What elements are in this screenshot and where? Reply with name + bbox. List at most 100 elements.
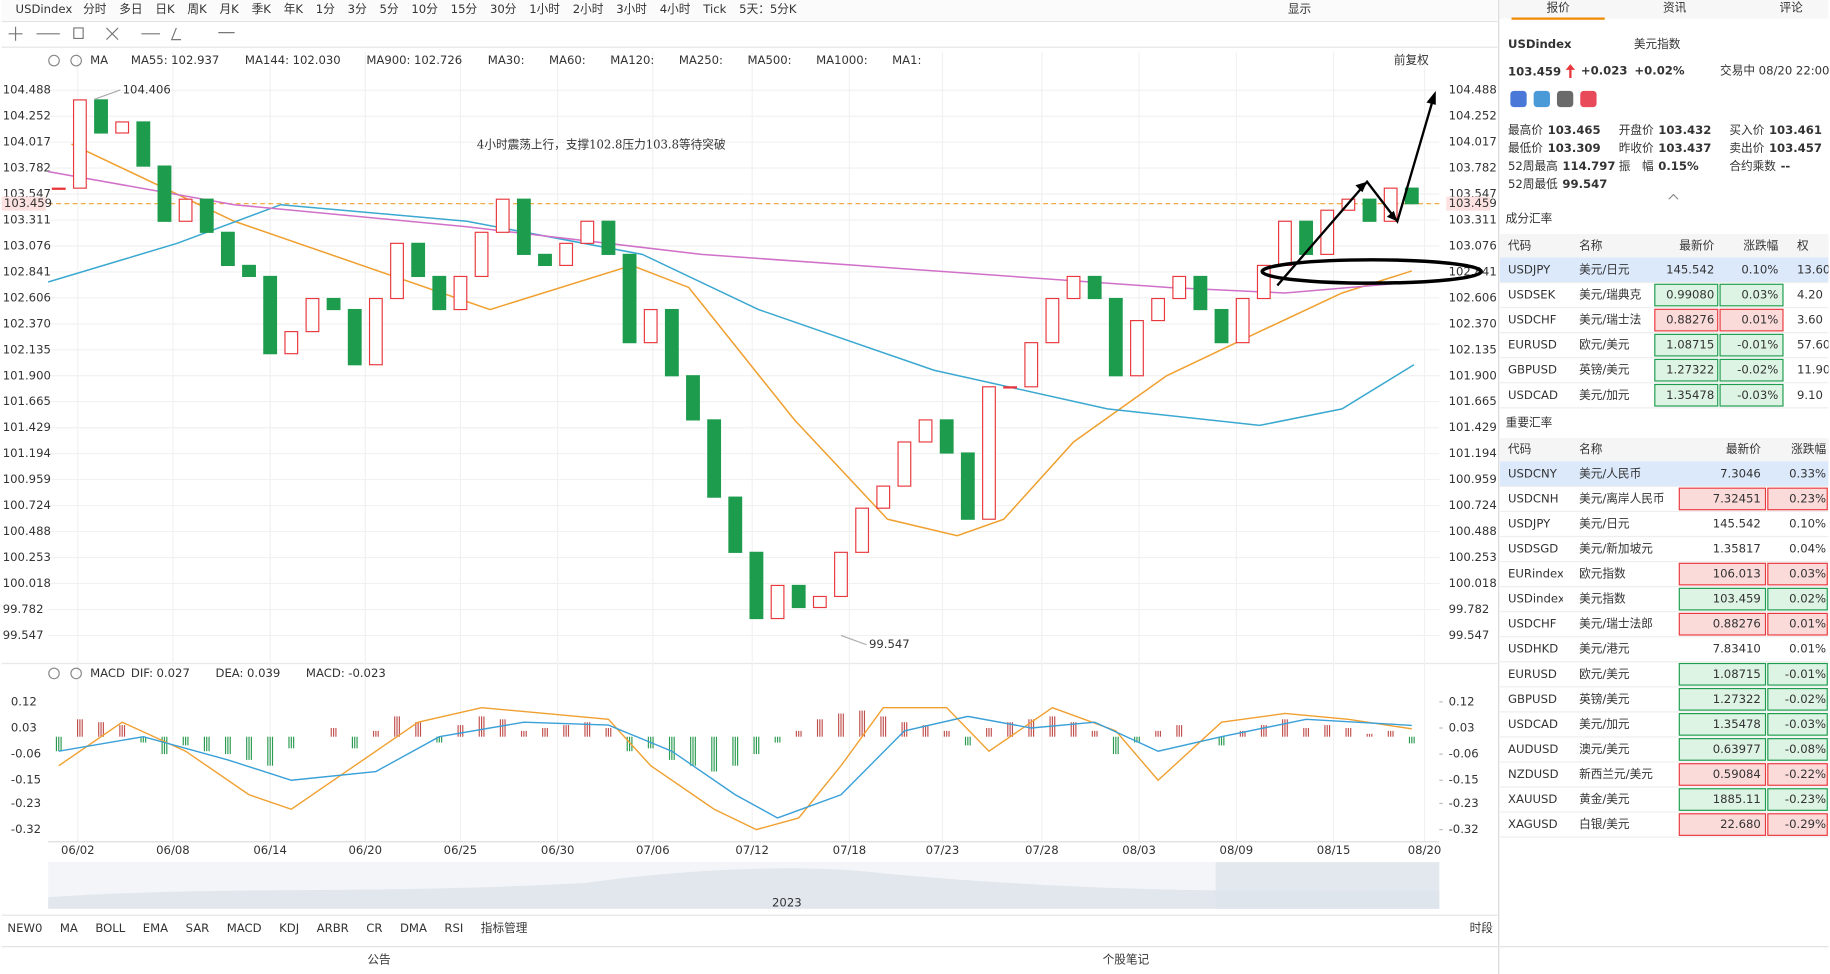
name-cell[interactable]: 欧元/美元 [1579,338,1630,352]
period-tab[interactable]: 2小时 [573,2,604,16]
name-cell[interactable]: 白银/美元 [1579,817,1630,831]
period-tab[interactable]: 5分 [380,2,399,16]
name-cell[interactable]: 美元/瑞士法 [1579,313,1641,327]
period-tab[interactable]: 5天：5分K [739,2,797,16]
display-menu[interactable]: 显示 [1288,2,1311,16]
name-cell[interactable]: 美元/日元 [1579,263,1630,277]
indicator-tab[interactable]: EMA [143,921,168,935]
indicator-tab[interactable]: ARBR [317,921,349,935]
footer-tab[interactable]: 公告 [367,953,390,967]
panel-tab[interactable]: 资讯 [1663,1,1687,15]
indicator-tab[interactable]: KDJ [279,921,299,935]
code-cell[interactable]: USDCHF [1508,617,1557,631]
code-cell[interactable]: USDindex [1508,592,1565,606]
code-cell[interactable]: EURUSD [1508,338,1557,352]
name-cell[interactable]: 美元指数 [1579,592,1626,606]
close-icon[interactable] [70,54,82,67]
name-cell[interactable]: 澳元/美元 [1579,742,1630,756]
name-cell[interactable]: 黄金/美元 [1579,792,1630,806]
period-tab[interactable]: Tick [702,2,726,16]
period-tab[interactable]: 15分 [451,2,478,16]
name-cell[interactable]: 美元/人民币 [1579,466,1641,480]
indicator-tab[interactable]: 指标管理 [481,921,528,935]
code-cell[interactable]: USDCAD [1508,717,1558,731]
code-cell[interactable]: EURUSD [1508,667,1557,681]
settings-icon[interactable] [48,54,60,67]
code-cell[interactable]: USDJPY [1508,516,1551,530]
name-cell[interactable]: 美元/瑞典克 [1579,288,1641,302]
code-cell[interactable]: EURindex [1508,567,1564,581]
code-cell[interactable]: USDHKD [1508,642,1558,656]
code-cell[interactable]: NZDUSD [1508,767,1559,781]
name-cell[interactable]: 美元/日元 [1579,516,1630,530]
code-cell[interactable]: XAGUSD [1508,817,1558,831]
code-cell[interactable]: USDSEK [1508,288,1556,302]
name-cell[interactable]: 美元/离岸人民币 [1579,491,1664,505]
code-cell[interactable]: XAUUSD [1508,792,1557,806]
indicator-tab[interactable]: NEW0 [7,921,42,935]
code-cell[interactable]: AUDUSD [1508,742,1558,756]
code-cell[interactable]: GBPUSD [1508,692,1557,706]
name-cell[interactable]: 欧元指数 [1579,567,1626,581]
period-tab[interactable]: 年K [284,2,304,16]
settings-icon[interactable] [48,667,60,680]
period-tab[interactable]: 1小时 [529,2,560,16]
period-tab[interactable]: 1分 [316,2,335,16]
indicator-name[interactable]: MA [90,53,108,67]
name-cell[interactable]: 美元/加元 [1579,717,1630,731]
name-cell[interactable]: 欧元/美元 [1579,667,1630,681]
code-cell[interactable]: USDSGD [1508,542,1558,556]
quote-action[interactable] [1533,90,1550,108]
cell-box [1678,562,1767,586]
close-icon[interactable] [70,667,82,680]
crosshair-tool[interactable] [8,26,23,41]
navigator-window[interactable] [1215,862,1440,909]
period-tab[interactable]: 4小时 [660,2,691,16]
indicator-tab[interactable]: BOLL [95,921,125,935]
period-tab[interactable]: 分时 [83,2,107,16]
name-cell[interactable]: 美元/新加坡元 [1579,542,1653,556]
name-cell[interactable]: 英镑/美元 [1579,363,1630,377]
quote-action[interactable] [1510,90,1527,108]
code-cell[interactable]: USDCNY [1508,466,1558,480]
name-cell[interactable]: 美元/港元 [1579,642,1630,656]
code-cell[interactable]: USDCNH [1508,491,1558,505]
period-tab[interactable]: 3分 [348,2,367,16]
footer-tab[interactable]: 个股笔记 [1103,953,1150,967]
session-button[interactable]: 时段 [1470,921,1494,935]
name-cell[interactable]: 美元/加元 [1579,388,1630,402]
period-tab[interactable]: 季K [252,2,272,16]
cell-box [1767,738,1828,761]
indicator-tab[interactable]: MACD [227,921,262,935]
name-cell[interactable]: 英镑/美元 [1579,692,1630,706]
period-tab[interactable]: 10分 [411,2,438,16]
indicator-tab[interactable]: RSI [444,921,463,935]
period-tab[interactable]: 月K [220,2,240,16]
panel-tab[interactable]: 报价 [1546,1,1570,15]
code-cell[interactable]: USDCHF [1508,313,1557,327]
code-cell[interactable]: USDCAD [1508,388,1558,402]
indicator-tab[interactable]: CR [366,921,382,935]
adjust-button[interactable]: 前复权 [1394,53,1429,67]
period-tab[interactable]: 日K [155,2,175,16]
period-tab[interactable]: 多日 [119,2,142,16]
row-highlight[interactable] [1499,257,1829,283]
indicator-tab[interactable]: DMA [400,921,427,935]
code-cell[interactable]: GBPUSD [1508,363,1557,377]
indicator-tab[interactable]: MA [60,921,78,935]
collapse-icon[interactable] [1668,193,1679,200]
symbol[interactable]: USDindex [16,2,73,16]
code-cell[interactable]: USDJPY [1508,263,1551,277]
period-tab[interactable]: 3小时 [616,2,647,16]
period-tab[interactable]: 周K [187,2,207,16]
indicator-name[interactable]: MACD [90,666,125,680]
indicator-tab[interactable]: SAR [186,921,210,935]
quote-action[interactable] [1556,90,1574,108]
row-highlight[interactable] [1499,461,1829,487]
name-cell[interactable]: 美元/瑞士法郎 [1579,617,1653,631]
quote-action[interactable] [1580,90,1597,108]
period-tab[interactable]: 30分 [490,2,517,16]
panel-tab[interactable]: 评论 [1779,1,1803,15]
draw-tools[interactable] [36,27,235,41]
name-cell[interactable]: 新西兰元/美元 [1579,767,1653,781]
